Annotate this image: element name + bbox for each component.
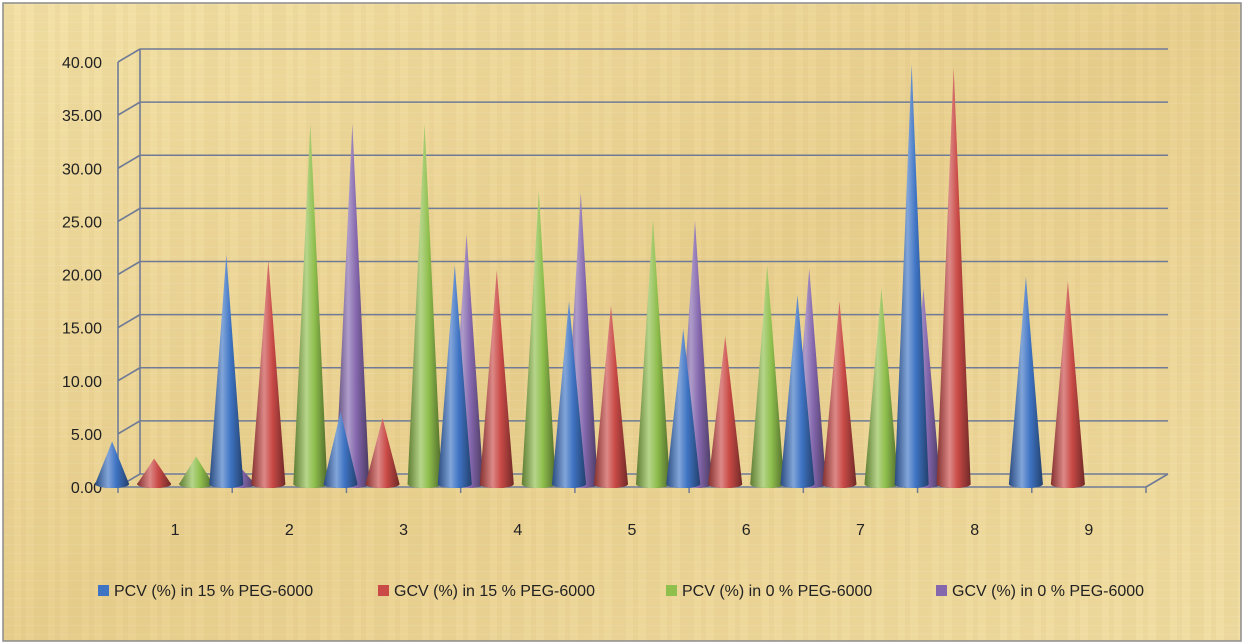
legend-swatch: [936, 585, 947, 596]
x-tick-label: 1: [171, 522, 180, 539]
legend-label: PCV (%) in 15 % PEG-6000: [114, 583, 313, 600]
gridline-depth: [117, 260, 141, 276]
x-tick-label: 9: [1084, 522, 1093, 539]
cone-mark: [179, 456, 214, 488]
cone-body: [894, 64, 929, 488]
cone-mark: [293, 123, 328, 488]
cone-mark: [666, 328, 701, 488]
cone-mark: [1008, 276, 1043, 488]
gridline-depth: [117, 48, 141, 63]
cone-body: [137, 458, 172, 488]
cone-body: [750, 265, 785, 488]
cone-body: [1050, 281, 1085, 488]
cone-mark: [521, 190, 556, 488]
cone-body: [936, 67, 971, 488]
y-tick-label: 10.00: [62, 374, 102, 391]
x-tick-label: 6: [742, 522, 751, 539]
y-tick-label: 35.00: [62, 108, 102, 125]
cone-body: [780, 294, 815, 488]
cone-body: [822, 301, 857, 488]
cone-body: [95, 441, 130, 488]
cone-mark: [95, 441, 130, 488]
cone-mark: [323, 411, 358, 488]
gridline-depth: [117, 367, 141, 382]
gridline-depth: [117, 207, 141, 223]
cone-mark: [552, 301, 586, 488]
cone-body: [666, 328, 701, 488]
y-tick-label: 30.00: [62, 161, 102, 178]
cone-body: [594, 305, 628, 488]
legend-item: PCV (%) in 0 % PEG-6000: [666, 583, 872, 600]
cone-mark: [594, 305, 628, 488]
cone-body: [335, 123, 370, 488]
cone-mark: [137, 458, 172, 488]
cone-mark: [1050, 281, 1085, 488]
legend-swatch: [98, 585, 109, 596]
x-tick-label: 4: [513, 522, 522, 539]
y-tick-label: 25.00: [62, 214, 102, 231]
cone-mark: [750, 265, 785, 488]
legend-swatch: [378, 585, 389, 596]
data-cones: [95, 64, 1085, 488]
cone-body: [864, 288, 899, 488]
cone-body: [437, 265, 472, 488]
cone-body: [209, 254, 244, 488]
x-tick-label: 3: [399, 522, 408, 539]
parchment-fibers: [3, 3, 1241, 641]
cone-mark: [936, 67, 971, 488]
legend-item: GCV (%) in 15 % PEG-6000: [378, 583, 595, 600]
legend: PCV (%) in 15 % PEG-6000 GCV (%) in 15 % …: [98, 583, 1144, 600]
cone-mark: [822, 301, 857, 488]
legend-label: PCV (%) in 0 % PEG-6000: [682, 583, 872, 600]
cone-body: [1008, 276, 1043, 488]
axes: [117, 49, 1169, 493]
cone-body: [323, 411, 358, 488]
x-tick-label: 8: [970, 522, 979, 539]
y-tick-label: 40.00: [62, 55, 102, 72]
cone-mark: [636, 219, 670, 488]
gridline-depth: [117, 420, 141, 435]
legend-item: GCV (%) in 0 % PEG-6000: [936, 583, 1144, 600]
cone-mark: [479, 270, 514, 488]
cone-mark: [251, 259, 286, 488]
cone-body: [636, 219, 670, 488]
cone-body: [407, 123, 442, 488]
cone-mark: [894, 64, 929, 488]
y-tick-label: 20.00: [62, 268, 102, 285]
cone-body: [293, 123, 328, 488]
cone-body: [521, 190, 556, 488]
legend-label: GCV (%) in 0 % PEG-6000: [952, 583, 1144, 600]
cone-body: [479, 270, 514, 488]
cone-mark: [365, 418, 400, 488]
cone-body: [365, 418, 400, 488]
gridline-depth: [117, 154, 141, 169]
x-tick-label: 7: [856, 522, 865, 539]
x-tick-label: 2: [285, 522, 294, 539]
y-tick-label: 15.00: [62, 321, 102, 338]
cone-body: [179, 456, 214, 488]
cone-body: [708, 336, 743, 488]
cone-mark: [209, 254, 244, 488]
legend-label: GCV (%) in 15 % PEG-6000: [394, 583, 595, 600]
cone-body: [552, 301, 586, 488]
y-tick-label: 0.00: [71, 480, 102, 497]
x-tick-label: 5: [628, 522, 637, 539]
legend-item: PCV (%) in 15 % PEG-6000: [98, 583, 313, 600]
gridline-depth: [117, 101, 141, 116]
legend-swatch: [666, 585, 677, 596]
floor-right-edge: [1145, 473, 1169, 488]
cone-body: [251, 259, 286, 488]
cone-mark: [780, 294, 815, 488]
y-tick-label: 5.00: [71, 427, 102, 444]
x-axis-tick-labels: 1 2 3 4 5 6 7 8 9: [171, 522, 1094, 539]
cone-mark: [864, 288, 899, 488]
cone-mark: [407, 123, 442, 488]
cone-mark: [437, 265, 472, 488]
gridline-depth: [117, 313, 141, 329]
y-axis-tick-labels: 0.00 5.00 10.00 15.00 20.00 25.00 30.00 35.00 40…: [62, 55, 102, 497]
cone-mark: [708, 336, 743, 488]
